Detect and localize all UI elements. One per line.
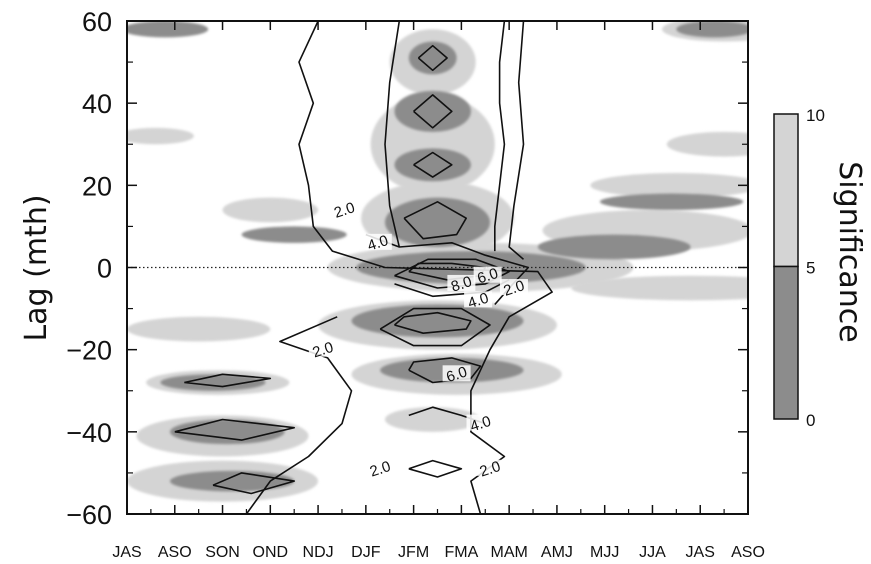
- contour-label-1: 4.0: [365, 232, 390, 255]
- dark-region-1: [351, 304, 524, 338]
- light-region-14: [666, 131, 748, 157]
- x-tick-label-6: JFM: [398, 544, 429, 561]
- dark-region-2: [384, 197, 491, 247]
- contour-label-bg-6: [308, 340, 337, 357]
- y-tick-label-0: 60: [82, 7, 112, 37]
- contour-label-bg-0: [330, 200, 359, 217]
- dark-region-5: [408, 41, 457, 75]
- contour-4.0-16: [417, 44, 448, 72]
- y-axis-title: Lag (mth): [19, 194, 54, 341]
- x-tick-label-11: JJA: [639, 544, 666, 561]
- contour-4.0-15: [413, 94, 453, 129]
- contour-label-5: 2.0: [502, 277, 527, 300]
- contour-label-2: 8.0: [449, 273, 474, 296]
- contour-label-bg-7: [442, 365, 471, 382]
- contour-label-0: 2.0: [332, 199, 357, 222]
- dark-region-9: [169, 470, 295, 492]
- x-tick-label-5: DJF: [351, 544, 381, 561]
- contour-label-bg-4: [464, 291, 493, 308]
- contour-label-4: 4.0: [466, 290, 491, 313]
- y-tick-label-1: 40: [82, 89, 112, 119]
- x-tick-label-7: FMA: [444, 544, 478, 561]
- contour-2.0-0: [298, 21, 553, 514]
- x-tick-label-13: ASO: [731, 544, 765, 561]
- contour-4.0-7: [379, 307, 491, 347]
- contour-6.0-10: [394, 258, 511, 289]
- x-tick-label-0: JAS: [112, 544, 141, 561]
- significance-dark-shading: [127, 21, 748, 492]
- colorbar-band-0: [773, 113, 799, 268]
- contour-2.0-1: [384, 21, 401, 248]
- contour-label-bg-8: [466, 414, 495, 431]
- x-tick-label-3: OND: [253, 544, 289, 561]
- colorbar-tick-label-1: 5: [806, 259, 815, 278]
- x-tick-label-8: MAM: [490, 544, 527, 561]
- x-tick-label-2: SON: [205, 544, 240, 561]
- contour-label-6: 2.0: [310, 339, 335, 362]
- light-region-16: [127, 127, 194, 145]
- dark-region-8: [160, 374, 266, 391]
- y-tick-label-6: −60: [66, 500, 112, 530]
- contour-4.0-14: [413, 151, 453, 178]
- x-tick-label-9: AMJ: [541, 544, 573, 561]
- y-tick-label-4: −20: [66, 336, 112, 366]
- dark-region-11: [537, 234, 691, 260]
- dark-region-10: [241, 226, 347, 243]
- dark-region-0: [356, 251, 586, 284]
- y-tick-label-5: −40: [66, 418, 112, 448]
- x-tick-label-4: NDJ: [303, 544, 334, 561]
- light-region-12: [571, 275, 748, 301]
- contour-4.0-20: [408, 459, 463, 478]
- x-axis: JAS ASO SON OND NDJ DJF JFM FMA MAM AMJ MJJ JJA JAS A…: [112, 21, 765, 561]
- y-tick-label-2: 20: [82, 171, 112, 201]
- contour-label-3: 6.0: [475, 265, 500, 288]
- contour-label-bg-5: [499, 279, 528, 296]
- contour-label-8: 4.0: [468, 413, 493, 436]
- contour-label-7: 6.0: [444, 363, 469, 386]
- contour-2.0-4: [245, 316, 353, 514]
- contour-label-bg-2: [447, 274, 476, 291]
- contour-6.0-9: [408, 357, 482, 384]
- light-region-9: [384, 407, 481, 432]
- x-tick-label-12: JAS: [686, 544, 715, 561]
- contour-4.0-17: [174, 418, 296, 441]
- dark-region-14: [127, 21, 209, 38]
- colorbar: 10 5 0: [773, 106, 825, 430]
- contour-labels: 2.04.08.0 6.04.02.02.06.04.02.0 2.0: [308, 199, 528, 481]
- plot-area: 2.04.08.0 6.04.02.02.06.04.02.0 2.0: [127, 21, 748, 514]
- light-region-11: [590, 173, 748, 198]
- y-tick-label-3: 0: [97, 254, 112, 284]
- contour-label-10: 2.0: [478, 458, 503, 481]
- contour-label-bg-9: [366, 459, 395, 476]
- contour-6.0-12: [393, 311, 472, 335]
- contour-4.0-19: [212, 472, 296, 495]
- contour-label-bg-1: [363, 233, 392, 250]
- dark-region-3: [394, 148, 471, 182]
- dark-region-4: [394, 90, 471, 132]
- contour-2.0-2: [493, 21, 506, 252]
- contour-4.0-6: [394, 279, 510, 298]
- colorbar-tick-label-0: 10: [806, 106, 825, 125]
- dark-region-13: [676, 21, 748, 38]
- light-region-17: [222, 197, 319, 223]
- contour-label-bg-3: [473, 266, 502, 283]
- contour-label-bg-10: [476, 459, 505, 476]
- light-region-13: [127, 316, 271, 342]
- colorbar-tick-label-2: 0: [806, 411, 815, 430]
- dark-region-7: [169, 419, 285, 445]
- contour-2.0-3: [508, 21, 525, 260]
- contour-4.0-18: [184, 373, 272, 388]
- x-tick-label-1: ASO: [158, 544, 192, 561]
- contour-4.0-13: [403, 201, 468, 240]
- colorbar-title: Significance: [832, 161, 867, 343]
- dark-region-12: [599, 193, 744, 210]
- y-axis: 60 40 20 0 −20 −40 −60: [66, 7, 748, 530]
- contour-label-9: 2.0: [368, 458, 393, 481]
- x-tick-label-10: MJJ: [590, 544, 619, 561]
- colorbar-band-1: [773, 265, 799, 420]
